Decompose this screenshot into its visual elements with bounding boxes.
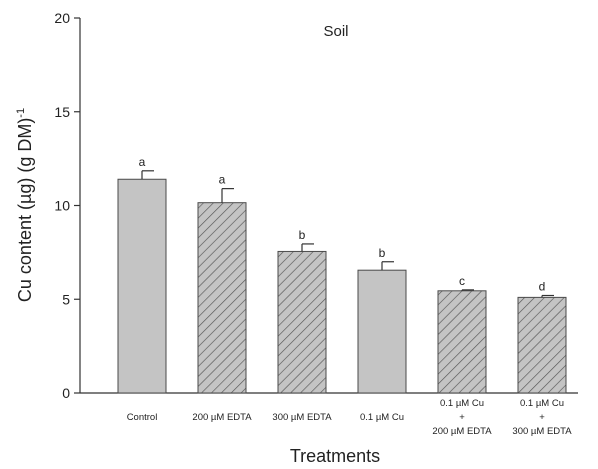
error-bar (461, 289, 474, 291)
error-bar (381, 261, 394, 271)
y-tick-label: 15 (54, 104, 70, 120)
bar (197, 202, 247, 394)
significance-letter: a (139, 155, 146, 169)
x-tick-label-line: 300 µM EDTA (272, 412, 332, 423)
y-axis-title-main: Cu content (µg) (g DM) (15, 118, 35, 302)
error-bar (301, 243, 314, 252)
x-tick-label-line: 200 µM EDTA (432, 426, 492, 437)
bar (117, 178, 167, 394)
x-axis-title: Treatments (290, 446, 380, 466)
x-tick-label: 200 µM EDTA (192, 412, 252, 423)
x-tick-label-line: + (459, 412, 465, 423)
bar (437, 290, 487, 394)
x-tick-label: 300 µM EDTA (272, 412, 332, 423)
significance-letter: b (379, 246, 386, 260)
significance-letter: a (219, 173, 226, 187)
x-tick-label-line: 0.1 µM Cu (520, 398, 564, 409)
x-tick-label: 0.1 µM Cu (360, 412, 404, 423)
x-tick-label: 0.1 µM Cu +200 µM EDTA (432, 398, 492, 437)
x-tick-label: Control (127, 412, 158, 423)
y-axis-title-superscript: -1 (15, 108, 27, 118)
significance-letter: b (299, 228, 306, 242)
y-tick-label: 20 (54, 10, 70, 26)
bars: a a b b c d (117, 155, 567, 394)
error-bar (141, 170, 154, 180)
significance-letter: d (539, 280, 546, 294)
significance-letter: c (459, 274, 465, 288)
error-bar (541, 294, 554, 298)
x-tick-label-line: 0.1 µM Cu (360, 412, 404, 423)
chart-title: Soil (323, 23, 348, 40)
y-axis-title: Cu content (µg) (g DM)-1 (15, 108, 35, 302)
y-tick-label: 10 (54, 198, 70, 214)
y-ticks: 0 5 10 15 20 (54, 10, 80, 401)
x-tick-label-line: + (539, 412, 545, 423)
bar (277, 250, 327, 394)
x-tick-label-line: 0.1 µM Cu (440, 398, 484, 409)
x-tick-label-line: Control (127, 412, 158, 423)
x-tick-label: 0.1 µM Cu +300 µM EDTA (512, 398, 572, 437)
bar (357, 269, 407, 394)
category-labels: Control 200 µM EDTA 300 µM EDTA 0.1 µM Cu0.… (127, 398, 573, 437)
error-bar (221, 188, 234, 203)
y-tick-label: 0 (62, 385, 70, 401)
x-tick-label-line: 200 µM EDTA (192, 412, 252, 423)
bar (517, 296, 567, 394)
x-tick-label-line: 300 µM EDTA (512, 426, 572, 437)
y-tick-label: 5 (62, 291, 70, 307)
